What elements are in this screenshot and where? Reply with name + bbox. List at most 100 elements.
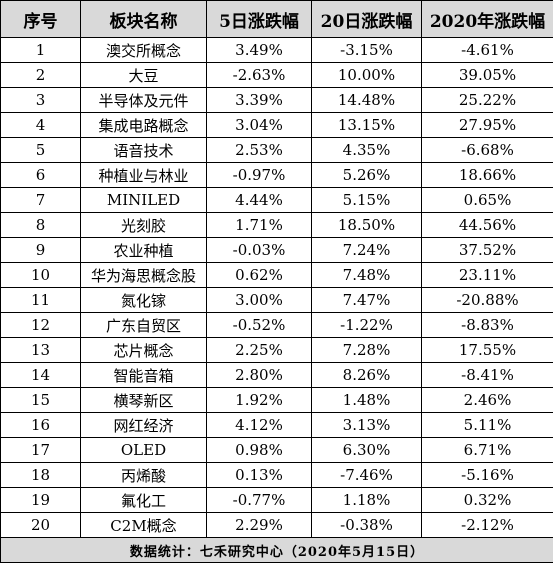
cell-2020-change: 0.32% (422, 488, 553, 513)
cell-20day-change: 7.28% (312, 338, 422, 363)
cell-5day-change: 1.92% (207, 388, 312, 413)
cell-index: 5 (1, 138, 81, 163)
cell-20day-change: 1.48% (312, 388, 422, 413)
cell-index: 19 (1, 488, 81, 513)
cell-index: 10 (1, 263, 81, 288)
cell-2020-change: -5.16% (422, 463, 553, 488)
table-footer-row: 数据统计：七禾研究中心（2020年5月15日） (1, 538, 553, 563)
cell-index: 14 (1, 363, 81, 388)
cell-2020-change: -8.41% (422, 363, 553, 388)
cell-sector-name: 广东自贸区 (81, 313, 207, 338)
header-2020-change: 2020年涨跌幅 (422, 1, 553, 38)
cell-2020-change: -4.61% (422, 38, 553, 63)
cell-index: 9 (1, 238, 81, 263)
cell-index: 12 (1, 313, 81, 338)
cell-2020-change: -20.88% (422, 288, 553, 313)
cell-20day-change: -7.46% (312, 463, 422, 488)
header-index: 序号 (1, 1, 81, 38)
cell-index: 18 (1, 463, 81, 488)
cell-20day-change: -1.22% (312, 313, 422, 338)
cell-2020-change: -6.68% (422, 138, 553, 163)
cell-20day-change: 10.00% (312, 63, 422, 88)
cell-sector-name: 芯片概念 (81, 338, 207, 363)
cell-5day-change: 3.39% (207, 88, 312, 113)
cell-index: 20 (1, 513, 81, 538)
cell-20day-change: 6.30% (312, 438, 422, 463)
cell-2020-change: 17.55% (422, 338, 553, 363)
cell-5day-change: -0.52% (207, 313, 312, 338)
cell-20day-change: 7.48% (312, 263, 422, 288)
cell-20day-change: 1.18% (312, 488, 422, 513)
cell-sector-name: 光刻胶 (81, 213, 207, 238)
cell-sector-name: 种植业与林业 (81, 163, 207, 188)
cell-sector-name: 大豆 (81, 63, 207, 88)
cell-index: 2 (1, 63, 81, 88)
cell-5day-change: 0.62% (207, 263, 312, 288)
cell-2020-change: 5.11% (422, 413, 553, 438)
cell-sector-name: 农业种植 (81, 238, 207, 263)
cell-20day-change: 7.24% (312, 238, 422, 263)
cell-2020-change: -2.12% (422, 513, 553, 538)
cell-5day-change: 4.12% (207, 413, 312, 438)
cell-5day-change: 2.29% (207, 513, 312, 538)
cell-20day-change: 18.50% (312, 213, 422, 238)
cell-20day-change: 13.15% (312, 113, 422, 138)
cell-5day-change: -0.77% (207, 488, 312, 513)
cell-20day-change: 4.35% (312, 138, 422, 163)
cell-sector-name: OLED (81, 438, 207, 463)
cell-index: 11 (1, 288, 81, 313)
cell-2020-change: 0.65% (422, 188, 553, 213)
cell-sector-name: 氟化工 (81, 488, 207, 513)
cell-2020-change: 6.71% (422, 438, 553, 463)
cell-2020-change: 2.46% (422, 388, 553, 413)
cell-index: 3 (1, 88, 81, 113)
cell-2020-change: 44.56% (422, 213, 553, 238)
header-sector-name: 板块名称 (81, 1, 207, 38)
cell-sector-name: C2M概念 (81, 513, 207, 538)
cell-20day-change: -3.15% (312, 38, 422, 63)
cell-index: 8 (1, 213, 81, 238)
table-header-row: 序号 板块名称 5日涨跌幅 20日涨跌幅 2020年涨跌幅 (1, 1, 553, 38)
cell-5day-change: -0.97% (207, 163, 312, 188)
cell-5day-change: 3.49% (207, 38, 312, 63)
cell-sector-name: 氮化镓 (81, 288, 207, 313)
cell-sector-name: 华为海思概念股 (81, 263, 207, 288)
data-source-note: 数据统计：七禾研究中心（2020年5月15日） (1, 538, 553, 563)
cell-5day-change: 2.53% (207, 138, 312, 163)
cell-20day-change: 8.26% (312, 363, 422, 388)
header-20day-change: 20日涨跌幅 (312, 1, 422, 38)
cell-20day-change: 5.15% (312, 188, 422, 213)
cell-2020-change: 27.95% (422, 113, 553, 138)
cell-sector-name: 智能音箱 (81, 363, 207, 388)
cell-20day-change: 7.47% (312, 288, 422, 313)
cell-index: 16 (1, 413, 81, 438)
cell-20day-change: 14.48% (312, 88, 422, 113)
cell-5day-change: 4.44% (207, 188, 312, 213)
cell-index: 6 (1, 163, 81, 188)
cell-index: 4 (1, 113, 81, 138)
cell-20day-change: 5.26% (312, 163, 422, 188)
cell-2020-change: 37.52% (422, 238, 553, 263)
cell-sector-name: 丙烯酸 (81, 463, 207, 488)
cell-20day-change: -0.38% (312, 513, 422, 538)
cell-2020-change: -8.83% (422, 313, 553, 338)
cell-5day-change: 2.25% (207, 338, 312, 363)
cell-5day-change: 0.98% (207, 438, 312, 463)
